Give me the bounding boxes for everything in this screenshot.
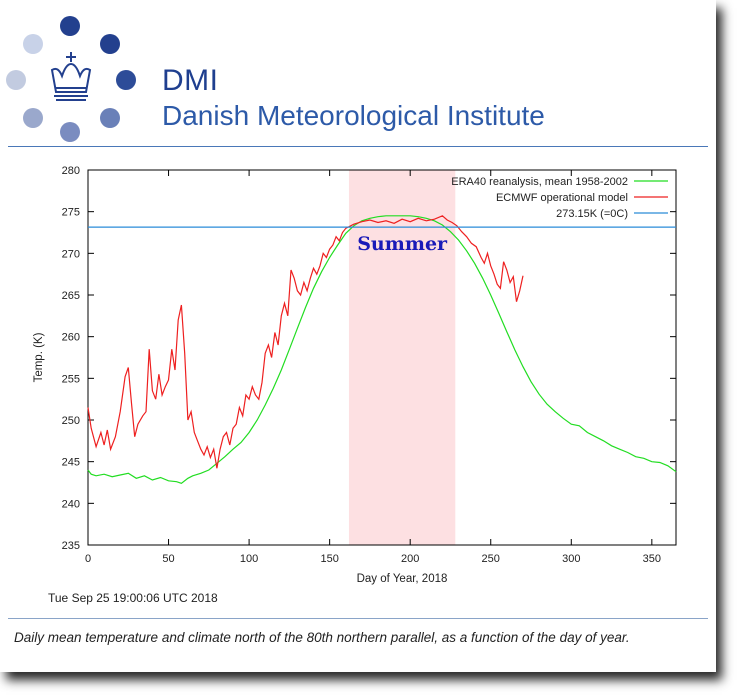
logo-dot [116, 70, 136, 90]
y-tick-label: 250 [62, 415, 80, 427]
x-tick-label: 100 [240, 553, 258, 565]
x-tick-label: 300 [562, 553, 580, 565]
x-tick-label: 150 [320, 553, 338, 565]
org-full-name: Danish Meteorological Institute [162, 100, 545, 131]
logo-dot [23, 34, 43, 54]
x-tick-label: 200 [401, 553, 419, 565]
dmi-header: DMI Danish Meteorological Institute [0, 0, 716, 146]
legend-label: ECMWF operational model [496, 192, 628, 204]
series-line-1 [87, 215, 677, 484]
logo-dot [6, 70, 26, 90]
timestamp: Tue Sep 25 19:00:06 UTC 2018 [48, 591, 218, 605]
caption-divider [8, 618, 708, 619]
figure-card: DMI Danish Meteorological Institute 235 2… [0, 0, 716, 645]
x-axis-label: Day of Year, 2018 [357, 573, 448, 585]
figure-caption: Daily mean temperature and climate north… [14, 630, 630, 645]
y-tick-label: 280 [62, 165, 80, 177]
plot-frame [87, 169, 677, 546]
y-tick-label: 270 [62, 248, 80, 260]
header-divider [8, 146, 708, 147]
x-tick-label: 350 [643, 553, 661, 565]
logo-dot [23, 108, 43, 128]
temperature-chart: 235 240 245 250 255 260 265 270 275 280 0 50 100 150 2… [33, 165, 677, 585]
legend-label: ERA40 reanalysis, mean 1958-2002 [451, 176, 628, 188]
dmi-logo [6, 16, 136, 142]
y-tick-label: 260 [62, 332, 80, 344]
y-axis-label: Temp. (K) [33, 332, 45, 382]
x-tick-label: 50 [162, 553, 174, 565]
crown-icon [50, 52, 92, 101]
x-tick-label: 250 [482, 553, 500, 565]
summer-shading [348, 170, 456, 545]
y-tick-label: 275 [62, 207, 80, 219]
legend-label: 273.15K (=0C) [556, 208, 628, 220]
y-tick-label: 265 [62, 290, 80, 302]
series-line-2 [87, 215, 524, 469]
y-tick-label: 235 [62, 540, 80, 552]
logo-dot [100, 34, 120, 54]
logo-dot [60, 16, 80, 36]
y-tick-label: 240 [62, 498, 80, 510]
logo-dot [100, 108, 120, 128]
org-short-name: DMI [162, 64, 219, 97]
x-tick-label: 0 [85, 553, 91, 565]
summer-label: Summer [357, 233, 448, 255]
y-tick-label: 245 [62, 457, 80, 469]
y-tick-label: 255 [62, 373, 80, 385]
logo-dot [60, 122, 80, 142]
